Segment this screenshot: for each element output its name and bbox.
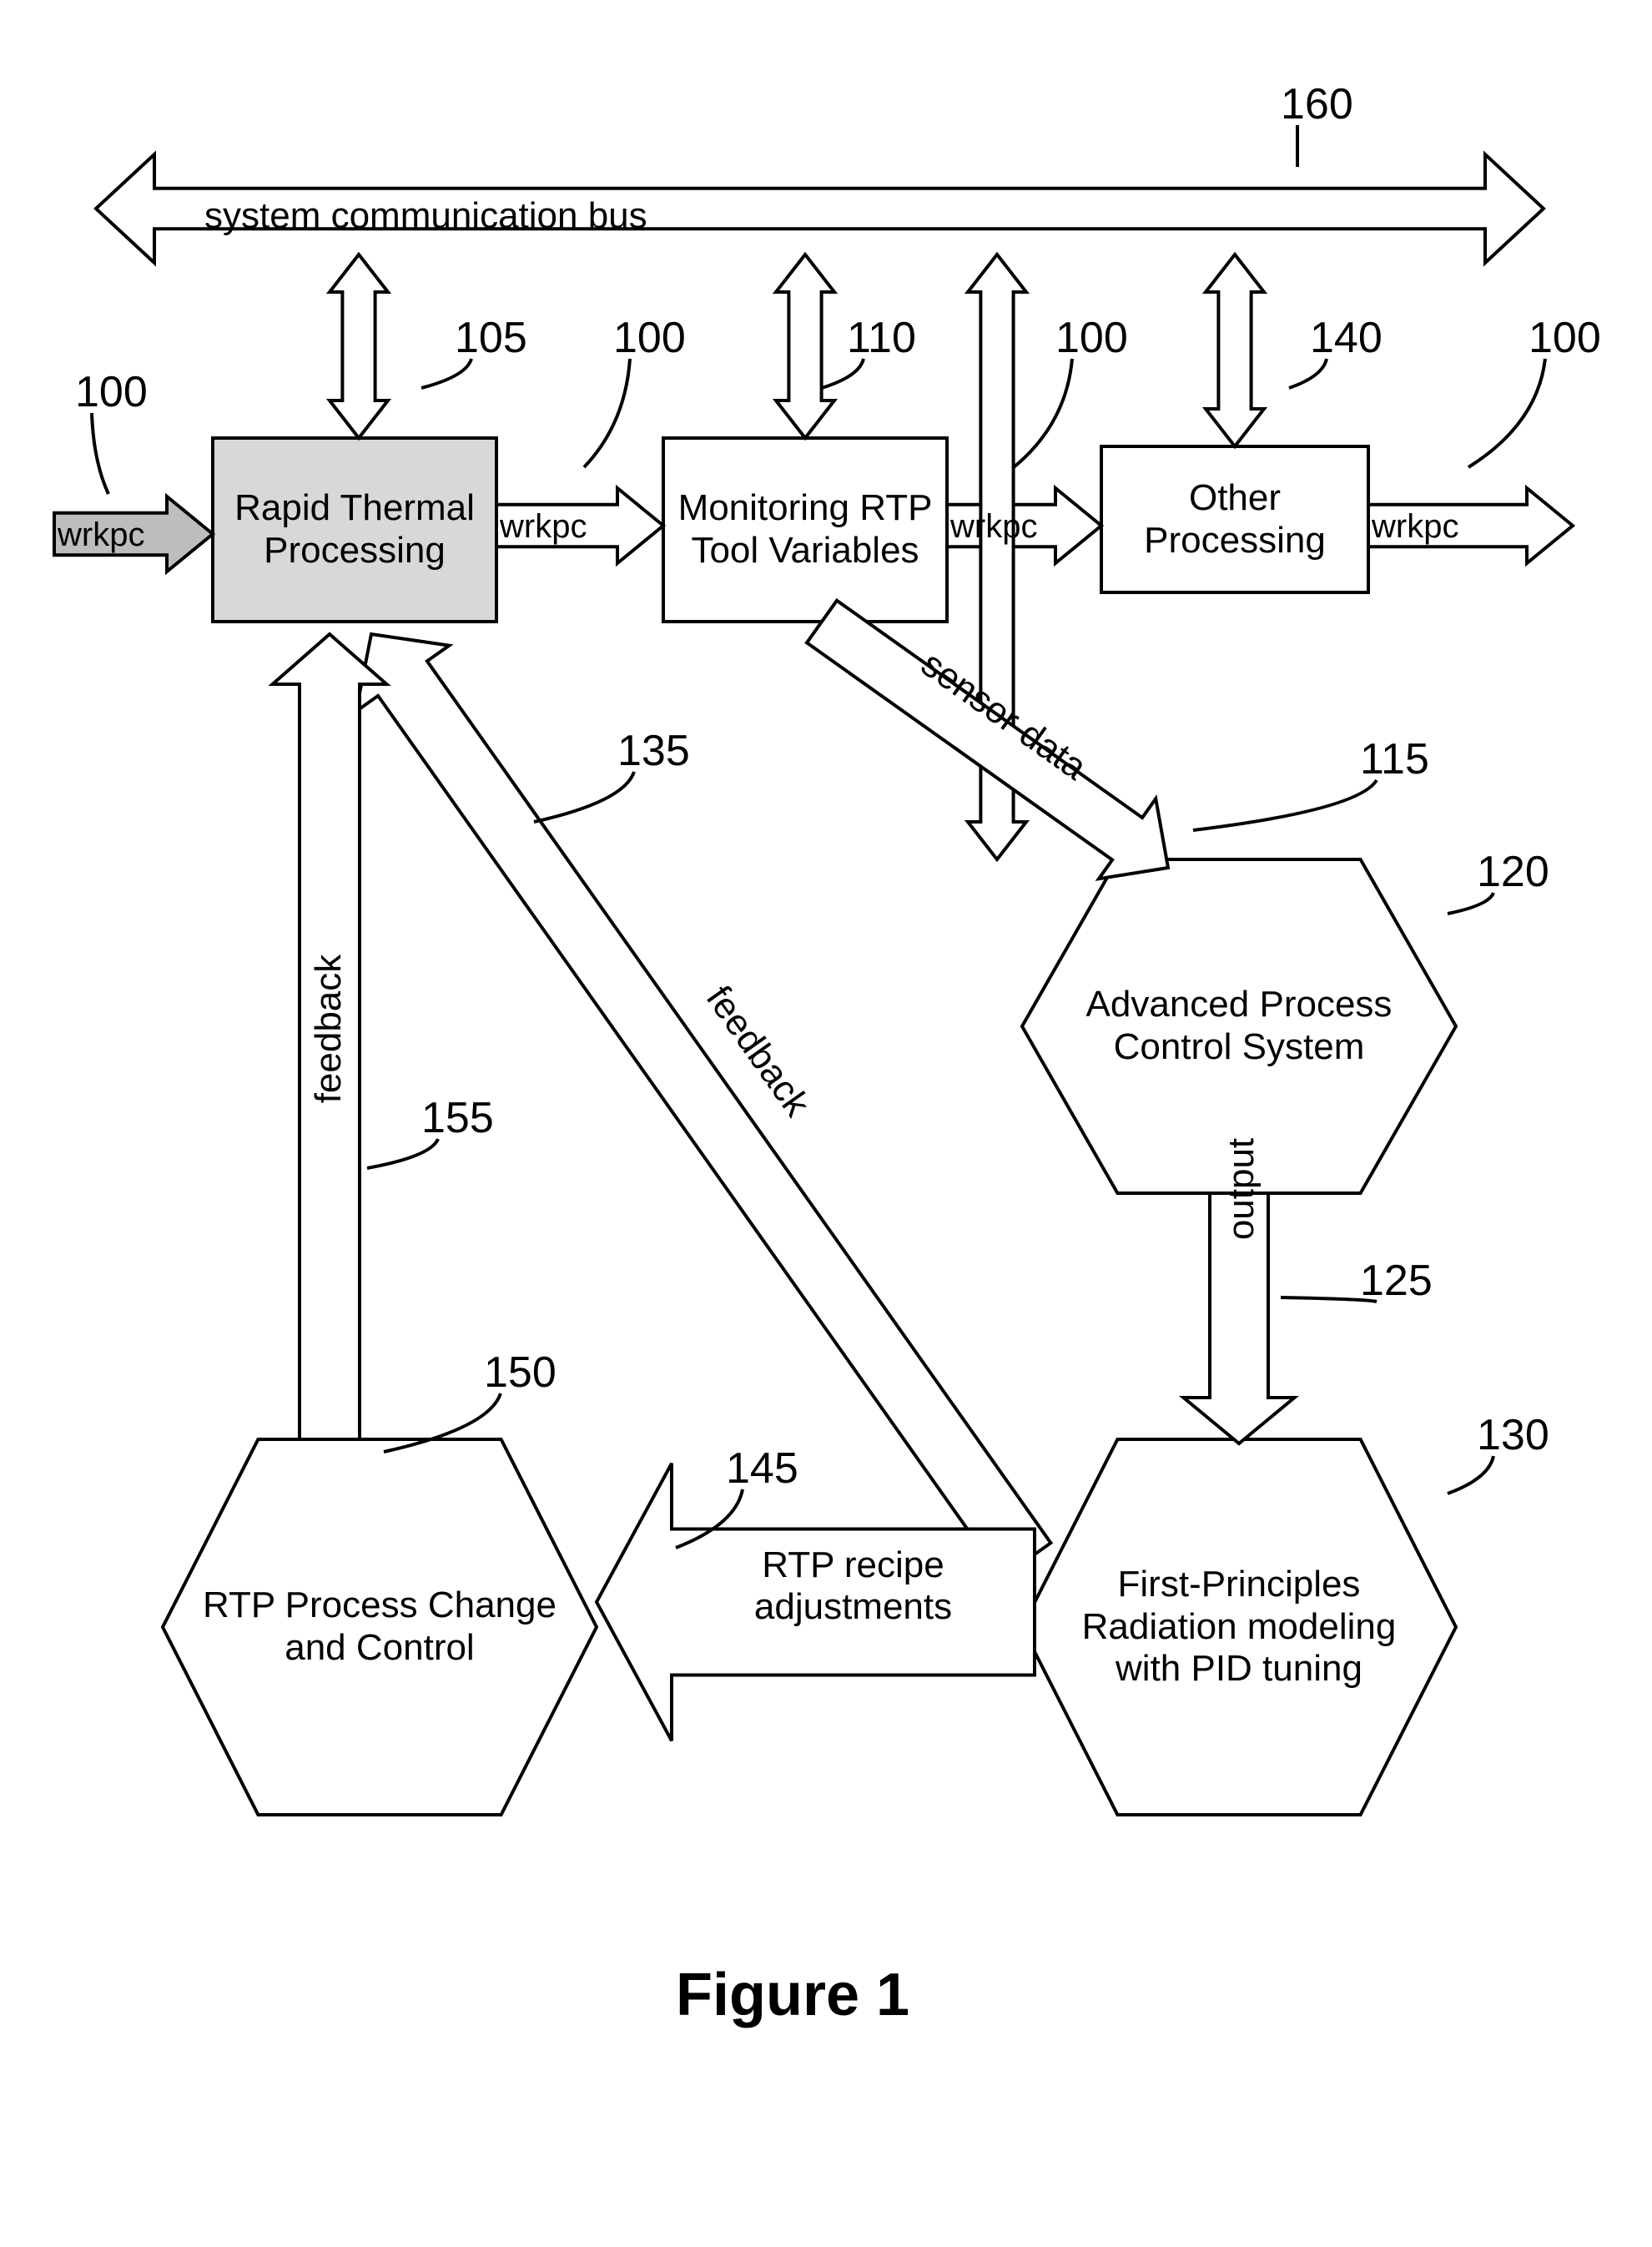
wrkpc-arrow-3 [1368,488,1573,563]
node-model [1022,1439,1456,1815]
bus-connector-0 [330,254,388,438]
arrow-feedback-diag [356,634,1051,1578]
wrkpc-arrow-2 [947,488,1101,563]
arrow-feedback-vert [273,634,387,1439]
node-other [1101,446,1368,592]
node-apc [1022,859,1456,1193]
node-monitor [663,438,947,622]
wrkpc-arrow-0 [54,496,213,572]
bus-arrow [96,154,1544,263]
wrkpc-arrow-1 [496,488,663,563]
node-change [163,1439,597,1815]
arrow-output [1184,1193,1295,1443]
figure-caption: Figure 1 [676,1961,909,2029]
bus-connector-1 [776,254,834,438]
bus-connector-3 [1206,254,1264,446]
node-rtp [213,438,496,622]
